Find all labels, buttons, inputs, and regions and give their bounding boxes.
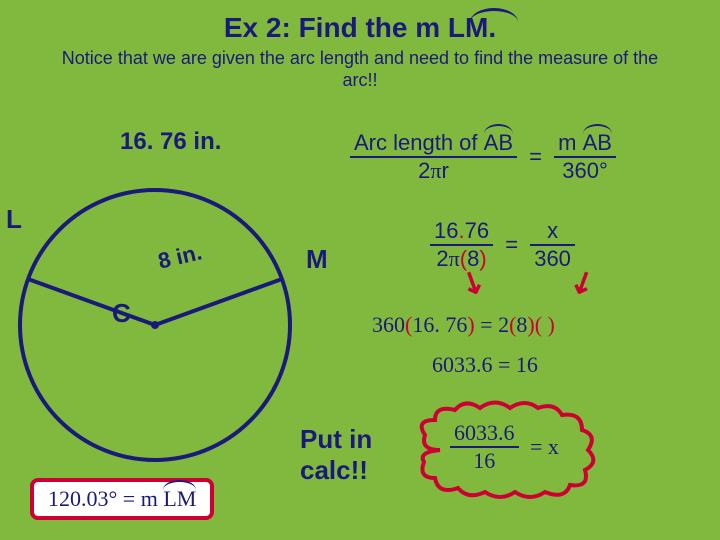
f1-left-num: Arc length of AB [354,130,513,155]
f2-right-num: x [547,218,558,243]
center-c-label: C [112,298,131,329]
f1-left-den: 2πr [418,158,449,183]
circle-svg [10,180,300,470]
equals-2: = [505,232,518,258]
step-cross-multiply: 360(16. 76) = 2(8)( ) [372,312,555,338]
point-l-label: L [6,204,22,235]
arc-length-label: 16. 76 in. [120,128,221,156]
f1-right-den: 360° [562,158,608,183]
subtitle-text: Notice that we are given the arc length … [0,44,720,91]
step-simplify: 6033.6 = 16 [432,352,538,378]
answer-text: 120.03° = m LM [48,486,196,511]
cloud-equation: 6033.6 16 = x [450,420,559,474]
answer-box: 120.03° = m LM [30,478,214,520]
f2-right-den: 360 [534,246,571,271]
title-text: Ex 2: Find the m LM. [224,12,496,43]
f2-left-num: 16.76 [430,218,493,246]
formula-substituted: 16.76 2π(8) = x 360 [430,218,575,272]
arc-over-lm-decoration [470,8,518,22]
point-m-label: M [306,244,328,275]
equals-1: = [529,144,542,170]
circle-diagram [10,180,300,470]
put-in-calc-label: Put incalc!! [300,424,372,486]
f1-right-num: m AB [558,130,612,155]
page-title: Ex 2: Find the m LM. [0,0,720,44]
formula-general: Arc length of AB 2πr = m AB 360° [350,130,616,184]
